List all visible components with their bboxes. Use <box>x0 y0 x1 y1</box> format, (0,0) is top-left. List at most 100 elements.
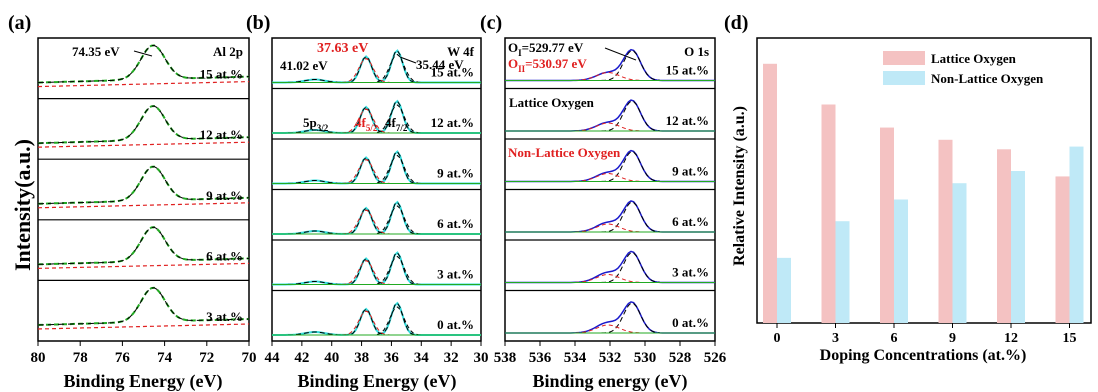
bar-lattice-oxygen <box>938 139 953 323</box>
panel-c-lattice-label: Lattice Oxygen <box>509 95 595 110</box>
panel-a-row-label: 9 at.% <box>206 188 243 203</box>
bar-lattice-oxygen <box>997 149 1011 323</box>
panel-a-tag: Al 2p <box>213 44 243 59</box>
panel-d-x-label: Doping Concentrations (at.%) <box>820 347 1027 364</box>
panel-c-row-label: 0 at.% <box>672 315 709 330</box>
panel-d-tick-label: 3 <box>832 331 839 346</box>
panel-b-x-axis: 44 42 40 38 36 34 32 30 <box>265 341 489 366</box>
panel-a-tick-label: 76 <box>115 350 131 366</box>
panel-c-tag: O 1s <box>684 44 709 59</box>
panel-c-row-label: 3 at.% <box>672 265 709 280</box>
panel-b-tick-label: 30 <box>474 350 489 366</box>
panel-b-peak2: 35.44 eV <box>416 57 464 72</box>
panel-a-tick-label: 78 <box>73 350 88 366</box>
panel-b-5p-label: 5p3/2 <box>303 115 329 133</box>
panel-c-row-label: 12 at.% <box>666 113 709 128</box>
panel-c-oi-label: OI=529.77 eV <box>508 40 584 58</box>
panel-a-peak-label: 74.35 eV <box>72 44 120 59</box>
panel-b-tick-label: 38 <box>354 350 369 366</box>
panel-d-y-label: Relative Intensity (a.u.) <box>731 106 748 266</box>
panel-b: 15 at.% 12 at.% 9 at.% 6 at.% 3 at.% 0 at.% <box>272 49 481 336</box>
panel-b-tick-label: 36 <box>384 350 400 366</box>
bar-non-lattice-oxygen <box>952 183 967 323</box>
panel-c-row-label: 9 at.% <box>672 164 709 179</box>
panel-label-a: (a) <box>8 12 31 34</box>
panel-label-c: (c) <box>480 12 502 34</box>
bar-chart-marks <box>763 63 1084 324</box>
legend-label-lattice: Lattice Oxygen <box>931 51 1017 66</box>
panel-b-peak1: 37.63 eV <box>317 41 368 56</box>
panel-a-data-curve <box>37 287 250 326</box>
panel-b-row-label: 0 at.% <box>437 317 474 332</box>
panel-a-tick-label: 70 <box>242 350 257 366</box>
panel-a-row-label: 3 at.% <box>206 309 243 324</box>
panel-a-baseline <box>37 141 250 148</box>
panel-a-row-label: 6 at.% <box>206 248 243 263</box>
panel-a-frame <box>37 37 250 342</box>
panel-b-row-label: 6 at.% <box>437 216 474 231</box>
panel-b-tick-label: 44 <box>265 350 281 366</box>
panel-c-row-label: 6 at.% <box>672 214 709 229</box>
panel-b-tag: W 4f <box>447 44 475 59</box>
bar-non-lattice-oxygen <box>777 257 791 323</box>
panel-a-row-label: 15 at.% <box>200 67 243 82</box>
y-axis-label-abc: Intensity(a.u.) <box>10 139 35 271</box>
panel-c: 15 at.% 12 at.% 9 at.% 6 at.% 3 at.% 0 at.% <box>505 48 715 334</box>
panel-c-nonlattice-label: Non-Lattice Oxygen <box>508 145 621 160</box>
panel-label-d: (d) <box>724 12 748 34</box>
panel-d-tick-label: 9 <box>949 331 956 346</box>
panel-label-b: (b) <box>246 12 270 34</box>
panel-b-tick-label: 40 <box>324 350 339 366</box>
bar-non-lattice-oxygen <box>894 199 908 323</box>
panel-c-tick-label: 528 <box>669 350 692 366</box>
panel-a-data-curve <box>37 226 250 265</box>
panel-b-peak2-pointer <box>399 56 417 64</box>
panel-d-tick-label: 15 <box>1063 331 1077 346</box>
panel-c-tick-label: 534 <box>564 350 587 366</box>
panel-b-row-label: 12 at.% <box>431 115 474 130</box>
panel-a-baseline <box>37 81 250 88</box>
panel-c-oi-pointer <box>604 47 637 61</box>
bar-lattice-oxygen <box>880 127 894 323</box>
panel-c-row-label: 15 at.% <box>666 63 709 78</box>
bar-lattice-oxygen <box>821 104 836 323</box>
panel-a-baseline <box>37 323 250 330</box>
bar-non-lattice-oxygen <box>1011 171 1025 323</box>
panel-c-tick-label: 532 <box>599 350 622 366</box>
panel-c-tick-label: 530 <box>634 350 657 366</box>
panel-a-data-curve <box>37 105 250 144</box>
panel-b-4f72-label: 4f7/2 <box>385 115 408 133</box>
panel-b-row-label: 9 at.% <box>437 166 474 181</box>
panel-a: 15 at.% 12 at.% 9 at.% 6 at.% 3 at.% <box>37 44 250 330</box>
panel-a-tick-label: 74 <box>157 350 173 366</box>
panel-a-row-label: 12 at.% <box>200 127 243 142</box>
panel-b-x-label: Binding Energy (eV) <box>297 371 456 392</box>
panel-a-x-axis: 80 78 76 74 72 70 <box>31 341 257 366</box>
panel-a-peak-pointer <box>133 50 153 57</box>
bar-non-lattice-oxygen <box>1069 146 1084 323</box>
panel-b-tick-label: 34 <box>414 350 430 366</box>
bar-non-lattice-oxygen <box>835 221 850 323</box>
panel-c-tick-label: 526 <box>704 350 727 366</box>
panel-c-tick-label: 538 <box>494 350 517 366</box>
panel-c-x-axis: 538 536 534 532 530 528 526 <box>494 341 727 366</box>
panel-a-baseline <box>37 202 250 209</box>
panel-d-x-axis: 0 3 6 9 12 15 <box>774 323 1077 346</box>
legend-swatch-nonlattice <box>883 71 925 85</box>
legend-swatch-lattice <box>883 51 925 65</box>
panel-a-x-label: Binding Energy (eV) <box>63 371 222 392</box>
bar-lattice-oxygen <box>763 63 777 324</box>
panel-c-oii-label: OII=530.97 eV <box>508 56 587 74</box>
panel-b-tick-label: 32 <box>444 350 459 366</box>
panel-a-data-curve <box>37 166 250 205</box>
panel-d-frame <box>756 37 1092 324</box>
panel-a-baseline <box>37 262 250 269</box>
panel-b-tick-label: 42 <box>294 350 309 366</box>
panel-b-peak3: 41.02 eV <box>280 58 328 73</box>
panel-a-data-curve <box>37 44 250 84</box>
panel-a-tick-label: 80 <box>31 350 46 366</box>
panel-b-row-label: 3 at.% <box>437 267 474 282</box>
panel-a-tick-label: 72 <box>199 350 214 366</box>
panel-b-row-label: 15 at.% <box>431 65 474 80</box>
